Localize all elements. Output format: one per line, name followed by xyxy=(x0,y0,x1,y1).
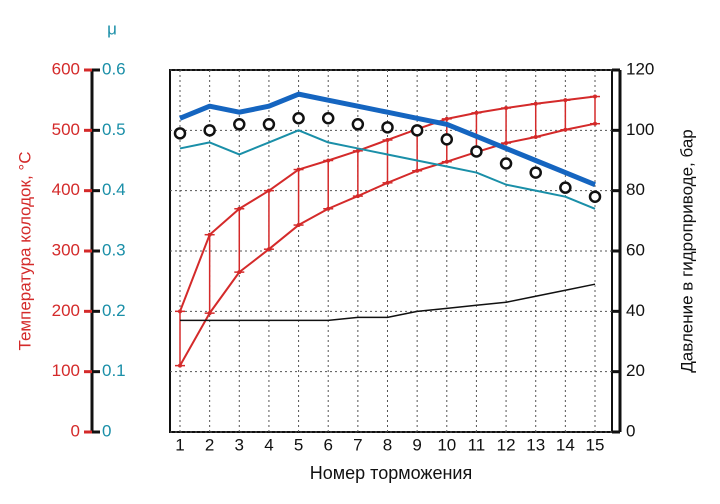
x-tick-label: 7 xyxy=(353,435,362,454)
point xyxy=(504,141,509,146)
point xyxy=(533,134,538,139)
point xyxy=(385,180,390,185)
marker xyxy=(262,118,276,131)
point xyxy=(563,98,568,103)
y2-tick-label: 0.2 xyxy=(102,301,126,320)
point xyxy=(237,206,242,211)
x-tick-label: 10 xyxy=(437,435,456,454)
y-tick-label: 600 xyxy=(52,59,80,78)
y3-tick-label: 60 xyxy=(626,240,645,259)
y2-axis-title: μ xyxy=(107,19,117,38)
point xyxy=(355,148,360,153)
point xyxy=(296,167,301,172)
y-tick-label: 400 xyxy=(52,180,80,199)
y2-tick-label: 0.3 xyxy=(102,240,126,259)
marker xyxy=(233,118,246,131)
x-tick-label: 13 xyxy=(526,435,545,454)
x-tick-label: 3 xyxy=(235,435,244,454)
series-line xyxy=(180,283,596,322)
point xyxy=(178,309,182,314)
x-tick-label: 2 xyxy=(205,435,214,454)
y3-tick-label: 100 xyxy=(626,120,654,139)
point xyxy=(237,270,242,275)
y3-tick-label: 20 xyxy=(626,361,645,380)
marker xyxy=(203,124,216,137)
y-tick-label: 100 xyxy=(52,361,80,380)
marker xyxy=(470,145,483,158)
x-tick-label: 4 xyxy=(264,435,273,454)
x-tick-label: 9 xyxy=(412,435,421,454)
point xyxy=(504,106,509,111)
marker xyxy=(321,112,335,125)
x-tick-label: 6 xyxy=(323,435,332,454)
y3-tick-label: 0 xyxy=(626,421,635,440)
point xyxy=(326,206,331,211)
point xyxy=(444,159,449,164)
y2-tick-label: 0.5 xyxy=(102,120,126,139)
point xyxy=(207,311,212,316)
x-tick-label: 12 xyxy=(497,435,516,454)
point xyxy=(326,158,331,163)
point xyxy=(207,232,212,237)
y3-tick-label: 80 xyxy=(626,180,645,199)
y3-axis-title: Давление в гидроприводе, бар xyxy=(677,129,696,372)
x-tick-label: 15 xyxy=(586,435,605,454)
x-tick-label: 5 xyxy=(294,435,303,454)
marker xyxy=(351,118,365,131)
point xyxy=(266,247,271,252)
point xyxy=(266,188,271,193)
marker xyxy=(410,124,424,137)
marker xyxy=(381,121,394,134)
y2-tick-label: 0.6 xyxy=(102,59,126,78)
y-tick-label: 300 xyxy=(52,240,80,259)
y2-tick-label: 0.4 xyxy=(102,180,126,199)
point xyxy=(533,101,538,106)
x-tick-label: 11 xyxy=(468,435,486,454)
point xyxy=(178,363,182,368)
y-tick-label: 0 xyxy=(71,421,80,440)
y-axis-title: Температура колодок, °C xyxy=(15,152,34,351)
y-tick-label: 200 xyxy=(52,301,80,320)
x-tick-label: 1 xyxy=(175,435,184,454)
marker xyxy=(440,133,454,146)
marker xyxy=(173,127,187,140)
series-line xyxy=(179,91,596,187)
marker xyxy=(588,190,602,203)
y2-tick-label: 0 xyxy=(102,421,111,440)
marker xyxy=(559,181,572,194)
marker xyxy=(499,157,513,170)
x-axis-title: Номер торможения xyxy=(310,463,472,483)
y-tick-label: 500 xyxy=(52,120,80,139)
x-tick-label: 8 xyxy=(383,435,392,454)
point xyxy=(474,110,479,115)
point xyxy=(593,94,597,99)
series-line xyxy=(179,129,596,210)
point xyxy=(296,223,301,228)
y3-tick-label: 120 xyxy=(626,59,654,78)
point xyxy=(385,137,390,142)
y3-tick-label: 40 xyxy=(626,301,645,320)
point xyxy=(355,194,360,199)
point xyxy=(563,127,568,132)
point xyxy=(444,116,449,121)
y2-tick-label: 0.1 xyxy=(102,361,126,380)
x-tick-label: 14 xyxy=(556,435,575,454)
point xyxy=(415,168,420,173)
point xyxy=(593,121,597,126)
marker xyxy=(529,166,542,179)
marker xyxy=(292,112,305,125)
